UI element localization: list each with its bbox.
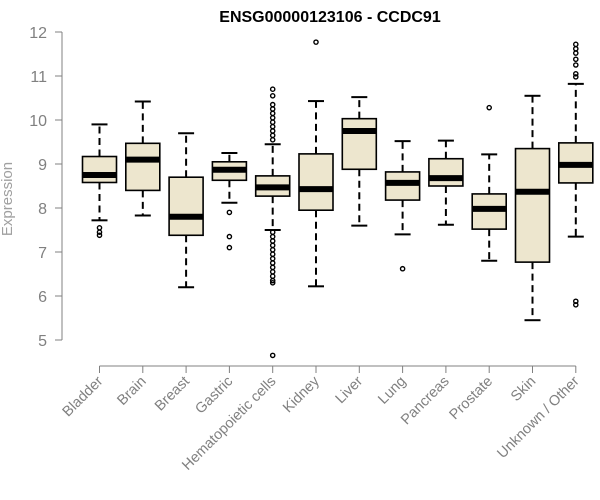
iqr-box	[168, 176, 204, 237]
outlier-point	[226, 244, 233, 251]
x-tick-label: Unknown / Other	[494, 373, 582, 461]
outlier-point	[573, 45, 579, 52]
box-pancreas	[428, 139, 464, 226]
outlier-point	[269, 128, 276, 134]
x-tick-label: Prostate	[447, 374, 496, 423]
y-tick-label: 5	[38, 333, 47, 350]
outlier-point	[269, 264, 276, 271]
chart-title: ENSG00000123106 - CCDC91	[219, 9, 441, 26]
outlier-point	[573, 50, 579, 56]
outlier-point	[96, 232, 103, 239]
box-gastric	[211, 152, 248, 251]
outlier-point	[269, 251, 276, 257]
iqr-box	[514, 147, 551, 263]
outlier-point	[269, 233, 276, 240]
outlier-point	[573, 41, 579, 48]
outlier-point	[269, 132, 276, 139]
iqr-box	[428, 157, 464, 187]
iqr-box	[384, 171, 421, 201]
y-axis: 5 6 7 8 9 10 11 12	[29, 25, 63, 350]
box-breast	[168, 132, 204, 289]
outlier-point	[269, 260, 276, 266]
x-tick-label: Liver	[333, 373, 367, 407]
outlier-point	[226, 233, 233, 240]
outlier-point	[269, 106, 276, 112]
outlier-point	[269, 255, 276, 262]
iqr-box	[81, 155, 118, 184]
outlier-point	[486, 104, 493, 111]
outlier-point	[269, 238, 276, 244]
box-skin	[514, 94, 551, 322]
outlier-point	[269, 136, 276, 143]
outlier-point	[269, 352, 276, 359]
outlier-point	[96, 229, 103, 235]
box-prostate	[471, 104, 508, 262]
outlier-point	[269, 110, 276, 117]
outlier-point	[269, 115, 276, 121]
y-tick-label: 10	[29, 113, 47, 130]
outlier-point	[269, 242, 276, 249]
outlier-point	[269, 123, 276, 130]
y-tick-label: 9	[38, 157, 47, 174]
iqr-box	[125, 142, 161, 192]
y-axis-label: Expression	[0, 162, 16, 236]
x-tick-label: Brain	[114, 374, 149, 409]
x-tick-label: Lung	[375, 374, 409, 408]
iqr-box	[298, 153, 334, 212]
outlier-point	[573, 56, 579, 63]
y-tick-label: 8	[38, 201, 47, 218]
outlier-point	[226, 209, 233, 216]
box-lung	[384, 140, 421, 272]
iqr-box	[341, 117, 378, 171]
outlier-point	[269, 101, 276, 108]
box-hematopoietic-cells	[254, 86, 291, 359]
y-tick-label: 6	[38, 289, 47, 306]
y-tick-label: 12	[29, 25, 47, 42]
outlier-point	[573, 62, 579, 68]
box-kidney	[298, 39, 334, 288]
outlier-point	[269, 93, 276, 99]
y-tick-label: 7	[38, 245, 47, 262]
outlier-point	[269, 268, 276, 275]
outlier-point	[269, 229, 276, 235]
outlier-point	[399, 265, 406, 272]
x-tick-label: Skin	[508, 374, 539, 405]
outlier-point	[96, 224, 103, 231]
box-brain	[125, 100, 161, 217]
box-unknown-other	[557, 41, 594, 308]
box-liver	[341, 96, 378, 227]
outlier-point	[269, 86, 276, 92]
outlier-point	[269, 273, 276, 280]
outlier-point	[269, 279, 276, 286]
outlier-point	[573, 74, 579, 80]
outlier-point	[269, 246, 276, 253]
outlier-point	[269, 119, 276, 125]
y-tick-label: 11	[30, 69, 47, 86]
x-tick-label: Breast	[152, 374, 193, 415]
boxes-layer	[81, 39, 594, 359]
outlier-point	[573, 298, 579, 305]
x-tick-label: Kidney	[280, 373, 323, 416]
outlier-point	[573, 71, 579, 77]
box-bladder	[81, 123, 118, 239]
x-tick-label: Bladder	[60, 373, 107, 420]
outlier-point	[313, 39, 319, 45]
